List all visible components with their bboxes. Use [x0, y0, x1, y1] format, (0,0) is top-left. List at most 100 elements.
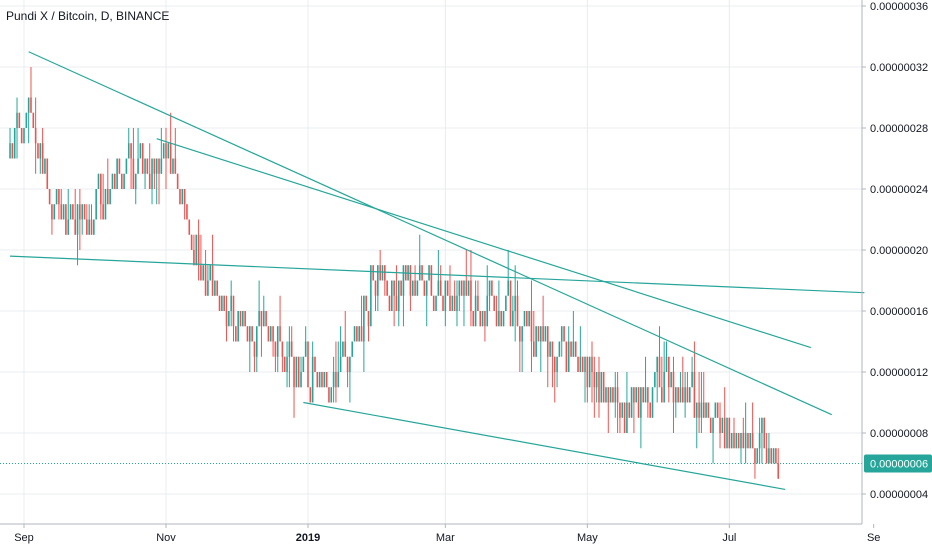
candle-body: [153, 158, 156, 174]
candle-body: [377, 265, 379, 296]
candle-body: [695, 402, 698, 418]
time-axis[interactable]: Sep Nov 2019 Mar May Jul Se: [14, 524, 880, 544]
candle-body: [602, 372, 605, 403]
candle-body: [139, 143, 142, 159]
price-tick-label: 0.00000012: [870, 367, 928, 379]
candle-body: [190, 234, 193, 250]
candle-body: [402, 265, 405, 296]
candle-body: [681, 387, 684, 403]
candle-body: [74, 219, 77, 235]
candle-body: [693, 372, 696, 418]
candle-body: [521, 326, 523, 342]
candle-body: [274, 341, 277, 357]
candle-body: [579, 356, 582, 372]
candle-body: [169, 143, 172, 174]
candle-body: [83, 204, 86, 220]
candle-body: [644, 387, 647, 403]
candle-body: [456, 295, 458, 311]
price-tick-label: 0.00000028: [870, 123, 928, 135]
candle-body: [491, 280, 493, 296]
candle-body: [255, 326, 258, 357]
candle-body: [609, 387, 612, 403]
candle-body: [141, 143, 144, 174]
candle-body: [60, 204, 63, 220]
candle-body: [272, 326, 274, 342]
candle-body: [425, 280, 428, 296]
time-tick-label: Jul: [722, 532, 736, 544]
candle-body: [663, 372, 665, 403]
candle-body: [619, 402, 621, 418]
candle-body: [260, 311, 263, 327]
candle-body: [500, 311, 503, 327]
candle-body: [702, 402, 705, 418]
candle-body: [127, 143, 130, 159]
candle-body: [665, 356, 668, 372]
candle-body: [758, 433, 761, 449]
candle-body: [768, 448, 770, 464]
trendline-3: [10, 255, 865, 294]
candle-body: [460, 280, 463, 296]
candle-body: [295, 356, 298, 388]
price-tick-label: 0.00000008: [870, 428, 928, 440]
candle-body: [221, 295, 223, 311]
candle-body: [151, 158, 153, 189]
candle-body: [772, 448, 775, 464]
candle-body: [325, 372, 328, 388]
candle-body: [23, 128, 25, 144]
candle-body: [700, 402, 703, 418]
candle-body: [595, 372, 598, 388]
candle-body: [393, 280, 395, 296]
candle-body: [18, 112, 21, 128]
candle-body: [330, 387, 333, 403]
candle-body: [714, 402, 717, 418]
candle-body: [584, 356, 586, 372]
candle-body: [581, 356, 584, 372]
candle-body: [747, 433, 749, 449]
price-tick-label: 0.00000020: [870, 245, 928, 257]
candle-body: [346, 356, 349, 372]
candle-body: [342, 341, 344, 357]
candle-body: [162, 143, 165, 159]
candle-body: [137, 158, 139, 174]
candle-body: [777, 463, 780, 479]
candle-body: [269, 326, 272, 342]
last-price-label: 0.00000006: [864, 454, 932, 473]
candle-body: [537, 326, 540, 342]
candle-body: [58, 189, 60, 205]
candle-body: [93, 219, 95, 235]
candle-body: [633, 387, 635, 403]
candle-body: [204, 265, 207, 296]
candle-body: [76, 204, 79, 235]
candle-body: [104, 189, 107, 220]
candle-body: [474, 295, 477, 327]
candle-body: [423, 280, 426, 296]
candle-body: [253, 341, 256, 357]
price-axis[interactable]: 0.00000036 0.00000032 0.00000028 0.00000024…: [862, 1, 928, 501]
candle-body: [188, 219, 191, 235]
candle-body: [51, 204, 53, 220]
candle-body: [519, 326, 521, 342]
candle-body: [179, 189, 181, 205]
time-tick-label: Nov: [156, 532, 176, 544]
candle-body: [249, 326, 251, 342]
candle-body: [181, 189, 184, 205]
candle-body: [209, 265, 212, 281]
candle-body: [172, 158, 174, 174]
trendline-1: [28, 51, 833, 416]
candle-body: [642, 387, 645, 403]
candle-body: [370, 265, 372, 327]
candle-body: [107, 189, 109, 205]
candle-body: [458, 280, 461, 296]
candle-body: [539, 326, 542, 342]
candle-body: [144, 158, 146, 174]
candle-body: [223, 295, 225, 311]
candle-body: [116, 158, 118, 189]
candle-body: [132, 158, 135, 189]
candle-body: [367, 311, 370, 327]
candle-body: [16, 112, 18, 128]
candle-body: [48, 189, 51, 205]
candle-body: [397, 280, 400, 311]
time-tick-label: Se: [867, 532, 880, 544]
candle-body: [365, 295, 367, 311]
